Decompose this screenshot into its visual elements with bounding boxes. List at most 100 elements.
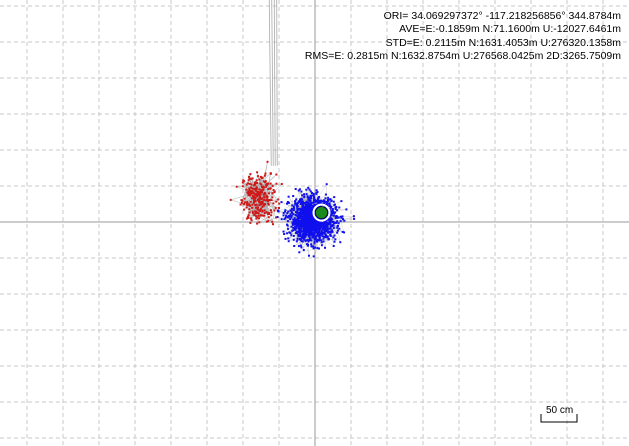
data-point (302, 228, 305, 231)
data-point (299, 244, 302, 247)
data-point (254, 189, 257, 192)
data-point (291, 204, 294, 207)
data-point (316, 247, 319, 250)
data-point (324, 225, 327, 228)
data-point (301, 240, 304, 243)
data-point (329, 218, 332, 221)
data-point (259, 193, 262, 196)
data-point (265, 184, 268, 187)
data-point (326, 208, 329, 210)
data-point (312, 201, 315, 204)
data-point (326, 214, 329, 217)
data-point (316, 222, 319, 224)
data-point (305, 219, 307, 222)
data-point (298, 251, 301, 254)
data-point (334, 208, 337, 210)
data-point (265, 182, 268, 185)
data-point (304, 235, 307, 238)
data-point (271, 192, 274, 195)
data-point (229, 198, 232, 201)
data-point (252, 201, 255, 204)
data-point (306, 205, 309, 208)
data-point (308, 188, 311, 191)
data-point (312, 229, 315, 232)
data-point (334, 203, 336, 206)
data-point (337, 216, 340, 219)
data-point (336, 220, 339, 223)
data-point (308, 213, 311, 216)
data-point (273, 209, 276, 212)
data-point (332, 236, 335, 239)
data-point (268, 199, 271, 201)
data-point (327, 198, 330, 201)
data-point (247, 182, 249, 185)
track-tail-line (276, 0, 278, 166)
data-point (255, 217, 258, 220)
data-point (265, 185, 268, 188)
data-point (315, 207, 318, 210)
data-point (309, 194, 312, 197)
data-point (247, 179, 250, 182)
data-point (241, 199, 244, 202)
data-point (318, 239, 321, 242)
data-point (292, 220, 295, 223)
data-point (308, 199, 311, 202)
data-point (288, 215, 291, 218)
data-point (235, 185, 238, 188)
data-point (258, 178, 261, 181)
data-point (316, 226, 319, 229)
data-point (337, 229, 339, 232)
std-text: STD=E: 0.2115m N:1631.4053m U:276320.135… (385, 36, 621, 49)
data-point (313, 234, 316, 237)
data-point (299, 233, 302, 236)
data-point (255, 188, 258, 191)
track-tail-line (271, 0, 274, 166)
data-point (316, 234, 318, 237)
data-point (259, 175, 262, 178)
data-points (229, 160, 356, 258)
data-point (261, 205, 264, 208)
data-point (305, 222, 308, 225)
data-point (309, 215, 312, 218)
data-point (290, 234, 293, 237)
data-point (308, 205, 311, 208)
data-point (312, 233, 315, 236)
data-point (258, 201, 261, 204)
data-point (254, 193, 257, 196)
data-point (302, 218, 305, 221)
data-point (334, 211, 337, 214)
data-point (313, 222, 316, 225)
data-point (253, 195, 255, 198)
data-point (310, 197, 313, 200)
data-point (284, 237, 287, 240)
data-point (313, 242, 316, 245)
data-point (319, 201, 322, 204)
data-point (302, 237, 305, 240)
data-point (318, 236, 321, 239)
data-point (254, 183, 257, 186)
data-point (313, 231, 316, 234)
data-point (309, 237, 311, 240)
data-point (326, 203, 329, 206)
data-point (271, 185, 274, 187)
data-point (255, 186, 258, 189)
data-point (336, 216, 339, 219)
data-point (293, 245, 296, 247)
data-point (331, 225, 333, 228)
data-point (248, 204, 251, 207)
data-point (255, 212, 258, 215)
data-point (269, 187, 272, 190)
data-point (267, 216, 270, 219)
data-point (291, 229, 294, 232)
data-point (258, 197, 261, 200)
data-point (324, 193, 327, 196)
data-point (314, 238, 317, 241)
data-point (314, 236, 317, 239)
data-point (280, 183, 283, 185)
data-point (319, 222, 322, 225)
data-point (336, 225, 339, 228)
data-point (334, 215, 337, 218)
data-point (270, 214, 273, 217)
data-point (256, 175, 259, 178)
